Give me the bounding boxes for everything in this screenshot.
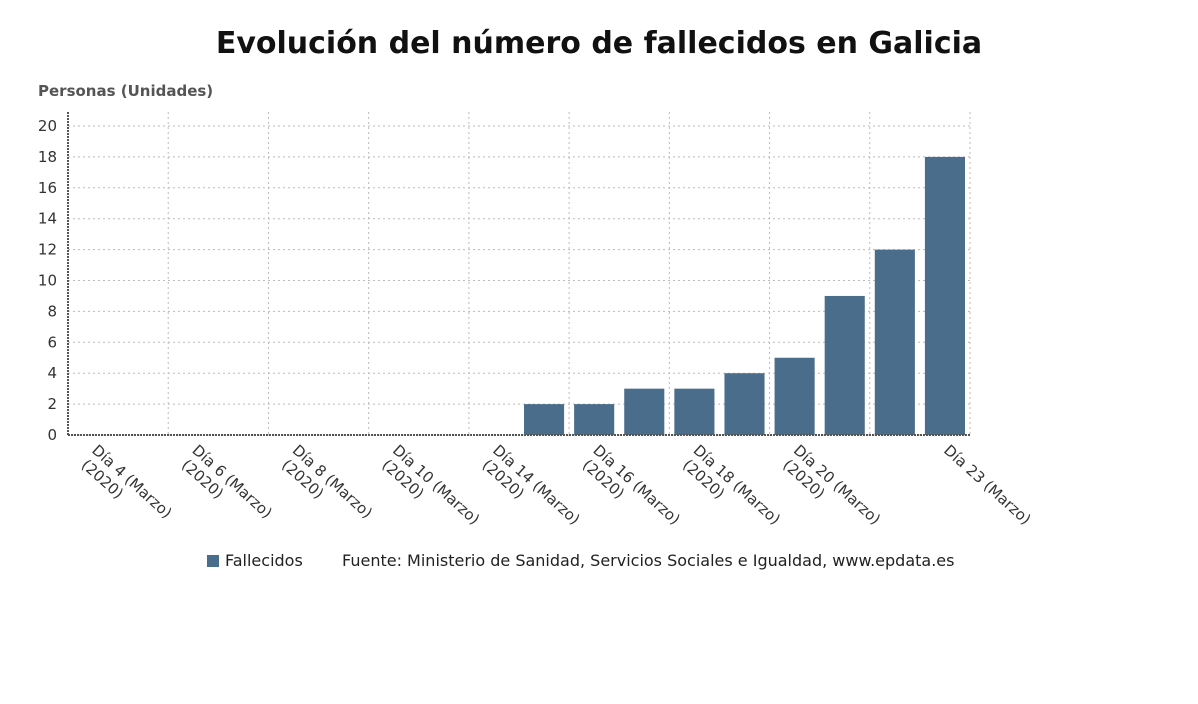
bar-fallecidos [824,295,865,435]
x-tick-label: Día 18 (Marzo)(2020) [679,441,784,528]
chart-legend: Fallecidos Fuente: Ministerio de Sanidad… [207,551,954,570]
y-tick-label: 8 [47,302,57,320]
chart-grid [68,112,971,436]
bar-series [524,156,965,435]
bar-fallecidos [924,156,965,435]
x-tick-label: Día 10 (Marzo)(2020) [378,441,483,528]
y-tick-label: 10 [38,272,57,290]
x-tick-label: Día 8 (Marzo)(2020) [278,441,376,522]
y-tick-label: 14 [38,210,57,228]
bar-fallecidos [624,388,665,435]
y-tick-label: 20 [38,117,57,135]
legend-label-fallecidos: Fallecidos [225,551,303,570]
x-tick-label: Día 23 (Marzo) [940,441,1034,528]
bar-fallecidos [874,249,915,435]
y-axis-label: Personas (Unidades) [38,82,213,100]
x-tick-label: Día 6 (Marzo)(2020) [178,441,276,522]
chart-axes [67,112,970,436]
y-tick-label: 18 [38,148,57,166]
y-tick-label: 2 [47,395,57,413]
y-axis-ticks: 0 2 4 6 8 10 12 14 16 18 20 [38,117,57,444]
y-tick-label: 12 [38,241,57,259]
x-tick-label: Día 16 (Marzo)(2020) [579,441,684,528]
source-text: Fuente: Ministerio de Sanidad, Servicios… [342,551,954,570]
chart-title: Evolución del número de fallecidos en Ga… [215,26,983,61]
bar-fallecidos [524,404,565,435]
legend-swatch-fallecidos [207,555,219,567]
x-axis-ticks: Día 4 (Marzo)(2020) Día 6 (Marzo)(2020) Dí… [78,441,1035,528]
x-tick-label: Día 20 (Marzo)(2020) [779,441,884,528]
bar-fallecidos [724,373,765,435]
bar-fallecidos [774,357,815,435]
y-tick-label: 4 [47,364,57,382]
bar-fallecidos [574,404,615,435]
x-tick-label-line: Día 23 (Marzo) [940,441,1034,528]
y-tick-label: 16 [38,179,57,197]
x-tick-label: Día 4 (Marzo)(2020) [78,441,176,522]
y-tick-label: 6 [47,333,57,351]
y-tick-label: 0 [47,426,57,444]
bar-fallecidos [674,388,715,435]
x-tick-label: Día 14 (Marzo)(2020) [479,441,584,528]
